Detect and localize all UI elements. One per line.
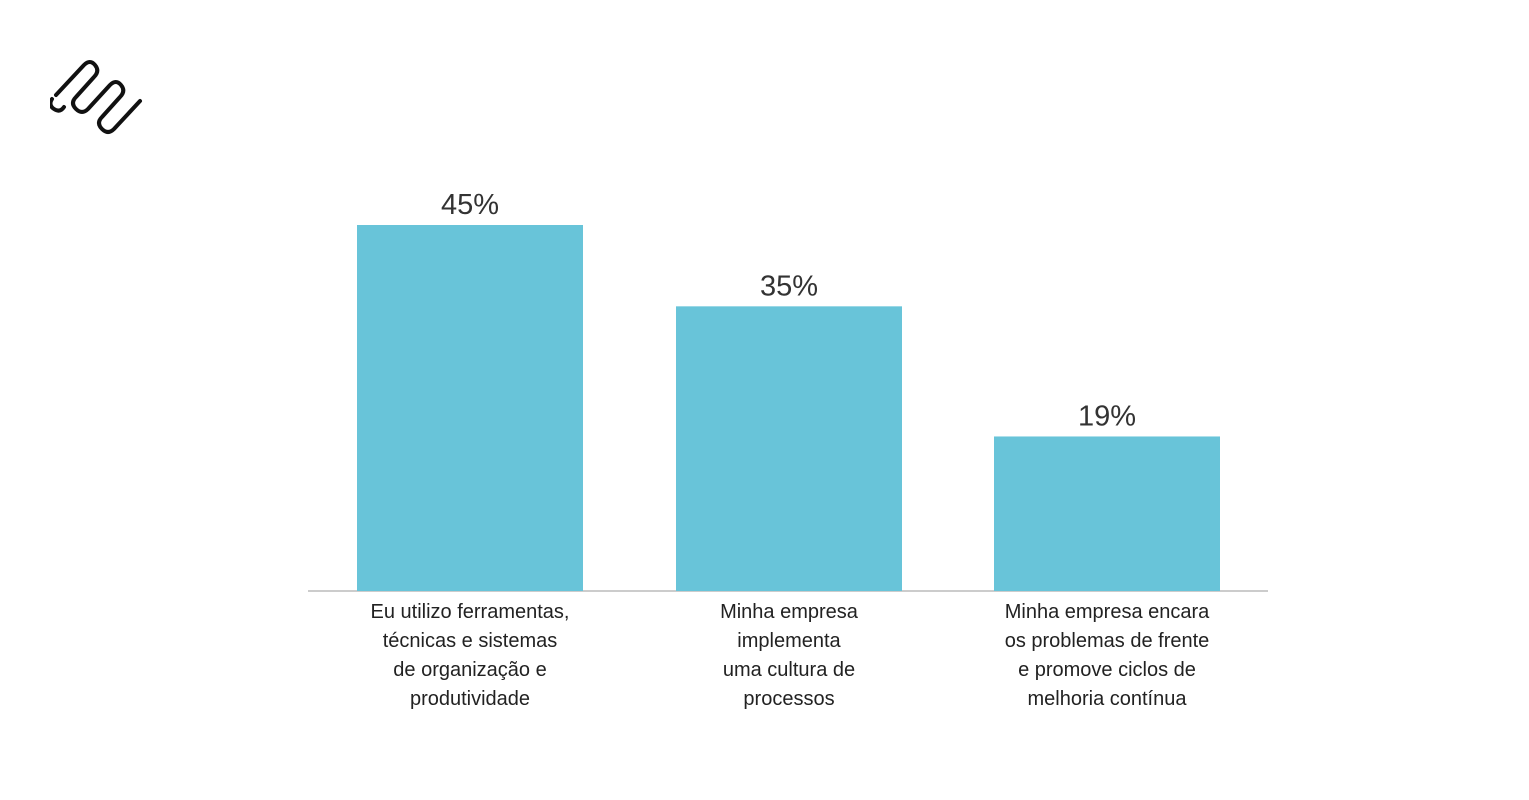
brand-logo-icon [50, 60, 142, 134]
category-label-line: Minha empresa [720, 601, 858, 623]
category-label-line: e promove ciclos de [1018, 659, 1196, 681]
value-label-2: 35% [760, 270, 818, 302]
bar-2 [676, 306, 902, 591]
category-label-line: uma cultura de [722, 659, 856, 681]
category-label-line: melhoria contínua [1027, 688, 1187, 710]
category-label-1: Eu utilizo ferramentas, técnicas e sistem… [340, 598, 600, 714]
category-label-2: Minha empresa implementa uma cultura de pro… [659, 598, 919, 714]
category-label-line: implementa [737, 630, 841, 652]
category-label-line: processos [743, 688, 835, 710]
bar-3 [994, 436, 1220, 591]
bar-1 [357, 225, 583, 591]
category-label-line: técnicas e sistemas [382, 630, 558, 652]
category-label-line: Eu utilizo ferramentas, [370, 601, 570, 623]
category-label-line: os problemas de frente [1004, 630, 1210, 652]
category-label-3: Minha empresa encara os problemas de fren… [977, 598, 1237, 714]
category-label-line: de organização e [393, 659, 547, 681]
category-label-line: Minha empresa encara [1004, 601, 1210, 623]
value-label-1: 45% [441, 189, 499, 221]
category-label-line: produtividade [409, 688, 531, 710]
value-label-3: 19% [1078, 400, 1136, 432]
